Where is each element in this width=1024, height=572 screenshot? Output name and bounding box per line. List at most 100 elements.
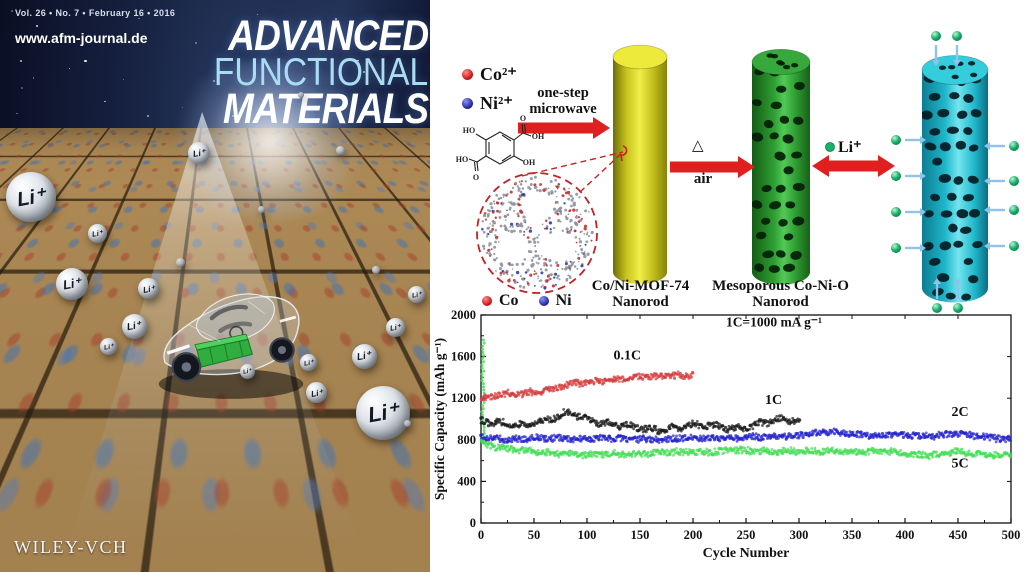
publisher-logo: WILEY-VCH: [14, 537, 128, 557]
nanorod: [751, 48, 811, 285]
li-ion-sphere: Li⁺: [6, 172, 56, 222]
star: [46, 165, 49, 167]
li-ion-sphere: [176, 258, 185, 267]
x-tick-label: 300: [790, 528, 809, 542]
rod1-label-line2: Nanorod: [612, 293, 669, 310]
co-ion-icon: [462, 69, 473, 80]
star: [10, 10, 13, 12]
star: [146, 115, 149, 118]
star: [50, 284, 53, 287]
li-ion-sphere: Li⁺: [56, 268, 88, 300]
li-ion-sphere-label: Li⁺: [242, 368, 253, 376]
scheme-graphics: HO O OH HO O OH: [456, 31, 1019, 313]
li-ion-sphere: Li⁺: [88, 224, 107, 243]
x-tick-label: 150: [631, 528, 650, 542]
li-ion-sphere-label: Li⁺: [411, 290, 422, 300]
li-ion-sphere-label: Li⁺: [61, 274, 83, 293]
reaction-arrow: [670, 156, 755, 178]
li-ion-sphere-label: Li⁺: [15, 184, 47, 211]
x-tick-label: 250: [737, 528, 756, 542]
molecule-label: O: [473, 173, 479, 182]
light-glow: [160, 60, 380, 220]
li-ion-sphere: Li⁺: [306, 382, 327, 403]
star: [425, 260, 428, 263]
y-tick-label: 1600: [451, 350, 476, 364]
star: [421, 394, 424, 397]
star: [362, 70, 365, 73]
li-ion-sphere: Li⁺: [300, 354, 317, 371]
series-5C: [479, 438, 1012, 461]
star: [393, 445, 395, 447]
star: [19, 376, 21, 379]
rod2-label-line1: Mesoporous Co-Ni-O: [712, 278, 849, 294]
ni-ion-icon: [462, 98, 473, 109]
nanorod: [612, 44, 668, 284]
x-tick-label: 200: [684, 528, 703, 542]
star: [423, 97, 426, 100]
li-ion-sphere: Li⁺: [122, 314, 147, 339]
chart-annotation: 1C=1000 mA g⁻¹: [726, 314, 822, 329]
molecule-label: HO: [456, 155, 468, 164]
li-ion-sphere: Li⁺: [240, 364, 255, 379]
x-tick-label: 500: [1002, 528, 1021, 542]
star: [387, 252, 389, 254]
molecule-label: OH: [532, 132, 545, 141]
x-tick-label: 350: [843, 528, 862, 542]
star: [414, 244, 416, 246]
x-axis-label: Cycle Number: [703, 546, 790, 561]
series-label-5C: 5C: [952, 456, 969, 471]
star: [5, 136, 7, 139]
step1-label: one-step microwave: [514, 85, 612, 118]
reaction-arrow: [812, 155, 895, 177]
x-tick-label: 400: [896, 528, 915, 542]
li-ion-sphere: Li⁺: [138, 278, 159, 299]
chart-canvas: 0 50 100 150 200 250 300 350 400 450 500 0 400 800 120…: [432, 308, 1021, 561]
li-ion-sphere-label: Li⁺: [126, 319, 143, 334]
li-ion-sphere: Li⁺: [386, 318, 405, 337]
li-ion-sphere-label: Li⁺: [365, 397, 401, 428]
series-1C: [479, 407, 802, 436]
series-label-1C: 1C: [765, 393, 782, 408]
mof-structure-inset: [476, 145, 628, 294]
li-ion-sphere-label: Li⁺: [303, 358, 314, 368]
star: [256, 14, 259, 16]
legend-ni-atom: Ni: [538, 292, 572, 310]
co-ion-label: Co²⁺: [480, 64, 517, 84]
star: [393, 385, 396, 388]
journal-website: www.afm-journal.de: [15, 30, 148, 46]
journal-title-line2: FUNCTIONAL: [213, 50, 428, 94]
figure-panel: HO O OH HO O OH Co²⁺ Ni²⁺ one-step microwave …: [430, 0, 1024, 572]
journal-title-line3: MATERIALS: [222, 84, 429, 133]
li-insertion-arrows: [891, 31, 1019, 313]
li-ion-sphere-label: Li⁺: [389, 322, 402, 333]
rod2-label: Mesoporous Co-Ni-O Nanorod: [698, 278, 863, 311]
linker-molecule: HO O OH HO O OH: [456, 114, 545, 182]
legend-co-atom: Co: [482, 292, 519, 310]
star: [357, 59, 359, 62]
star: [401, 246, 404, 250]
star: [138, 17, 140, 19]
star: [36, 24, 39, 27]
star: [68, 68, 70, 70]
star: [419, 163, 421, 166]
co-atom-label: Co: [499, 292, 519, 309]
star: [16, 112, 18, 115]
li-ion-sphere: [372, 266, 380, 274]
li-ion-sphere: Li⁺: [100, 338, 117, 355]
journal-title: ADVANCED FUNCTIONAL MATERIALS: [213, 15, 429, 133]
li-ion-sphere: [298, 92, 304, 98]
star: [393, 197, 395, 200]
star: [33, 346, 35, 348]
rod1-label-line1: Co/Ni-MOF-74: [591, 278, 690, 294]
y-tick-label: 2000: [451, 308, 476, 322]
li-ion-sphere-label: Li⁺: [91, 228, 104, 239]
co-atom-icon: [482, 296, 492, 306]
li-ion-sphere: [336, 146, 345, 155]
series-0.1C: [479, 370, 695, 402]
li-ion-sphere: Li⁺: [352, 344, 377, 369]
star: [58, 12, 61, 16]
molecule-label: HO: [463, 126, 475, 135]
step1-label-line2: microwave: [529, 100, 597, 117]
li-ion-sphere: Li⁺: [188, 142, 210, 164]
